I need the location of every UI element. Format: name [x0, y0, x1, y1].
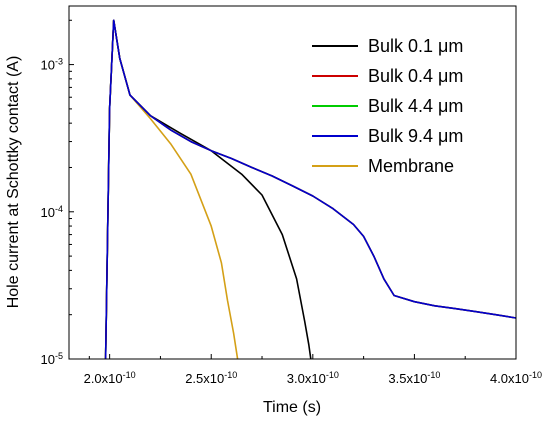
series-layer — [104, 19, 516, 359]
legend-label: Bulk 9.4 μm — [368, 126, 463, 146]
legend-label: Bulk 0.4 μm — [368, 66, 463, 86]
x-tick-label: 4.0x10-10 — [490, 370, 542, 386]
legend-label: Bulk 4.4 μm — [368, 96, 463, 116]
series-line — [104, 19, 312, 359]
y-axis-title: Hole current at Schottky contact (A) — [5, 56, 22, 309]
x-tick-label: 2.5x10-10 — [185, 370, 237, 386]
y-tick-label: 10-4 — [41, 204, 63, 220]
y-axis: 10-3 10-4 10-5 — [41, 19, 74, 367]
legend-label: Membrane — [368, 156, 454, 176]
legend-label: Bulk 0.1 μm — [368, 36, 463, 56]
y-tick-label: 10-5 — [41, 351, 63, 367]
y-tick-label: 10-3 — [41, 57, 63, 73]
x-tick-label: 3.5x10-10 — [388, 370, 440, 386]
x-axis: 2.0x10-10 2.5x10-10 3.0x10-10 3.5x10-10 4.0x… — [84, 354, 542, 386]
x-tick-label: 2.0x10-10 — [84, 370, 136, 386]
legend: Bulk 0.1 μm Bulk 0.4 μm Bulk 4.4 μm Bulk 9.… — [312, 36, 463, 176]
x-axis-title: Time (s) — [263, 399, 321, 416]
series-line — [104, 19, 516, 359]
plot-area-frame — [68, 5, 517, 360]
series-line — [104, 19, 239, 359]
x-tick-label: 3.0x10-10 — [287, 370, 339, 386]
